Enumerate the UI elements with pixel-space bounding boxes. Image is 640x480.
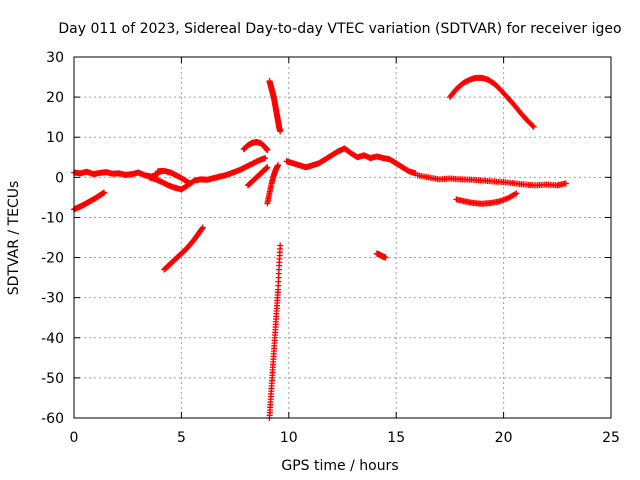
series-hump-4-5: [154, 167, 193, 187]
data-point: [277, 242, 284, 249]
axis-ticks: 0 5 10 15 20 25 30 20 10 0 -10 -20 -30 -40 -50 -60: [41, 50, 620, 446]
data-point: [262, 155, 269, 162]
data-point: [264, 147, 271, 154]
y-tick-label: -50: [41, 371, 64, 387]
data-point: [277, 128, 284, 135]
y-tick-label: -30: [41, 291, 64, 307]
grid-lines: [74, 57, 611, 418]
series-main-10-16: [283, 145, 419, 177]
x-axis-label: GPS time / hours: [281, 458, 398, 474]
x-tick-label: 0: [70, 430, 79, 446]
series-dip-3-6: [146, 155, 269, 193]
x-tick-label: 5: [177, 430, 186, 446]
data-point: [186, 180, 193, 187]
series-spike-9-down: [266, 242, 284, 421]
data-point: [199, 225, 206, 232]
x-tick-label: 15: [387, 430, 405, 446]
x-tick-label: 10: [280, 430, 298, 446]
series-mid-9-10: [264, 162, 282, 207]
data-point: [101, 189, 108, 196]
y-tick-label: -40: [41, 331, 64, 347]
data-point: [185, 179, 192, 186]
y-tick-label: -60: [41, 411, 64, 427]
y-tick-label: 10: [46, 130, 64, 146]
y-tick-label: 30: [46, 50, 64, 66]
series-arc-17-22: [446, 74, 537, 130]
series-low-left: [71, 189, 108, 213]
series-cluster-14: [373, 250, 389, 261]
data-points: [71, 74, 569, 421]
y-axis-label: SDTVAR / TECUs: [6, 181, 22, 296]
x-tick-label: 20: [495, 430, 513, 446]
series-rise-8-9: [244, 164, 271, 189]
data-point: [530, 123, 537, 130]
data-point: [264, 164, 271, 171]
series-spike-9-up: [266, 78, 284, 135]
plot-frame: [73, 56, 612, 419]
data-point: [562, 180, 569, 187]
data-point: [382, 254, 389, 261]
series-baseline-16-23: [414, 172, 569, 189]
data-point: [275, 162, 282, 169]
data-point: [513, 190, 520, 197]
y-tick-label: 20: [46, 90, 64, 106]
series-dip-18-21: [453, 190, 520, 207]
y-tick-label: -20: [41, 251, 64, 267]
y-tick-label: 0: [55, 170, 64, 186]
chart-title: Day 011 of 2023, Sidereal Day-to-day VTE…: [58, 21, 621, 37]
data-point: [529, 122, 536, 129]
series-diag-4-6: [161, 224, 206, 273]
x-tick-label: 25: [602, 430, 620, 446]
data-point: [199, 224, 206, 231]
y-tick-label: -10: [41, 210, 64, 226]
series-arc-8-9: [240, 139, 271, 154]
